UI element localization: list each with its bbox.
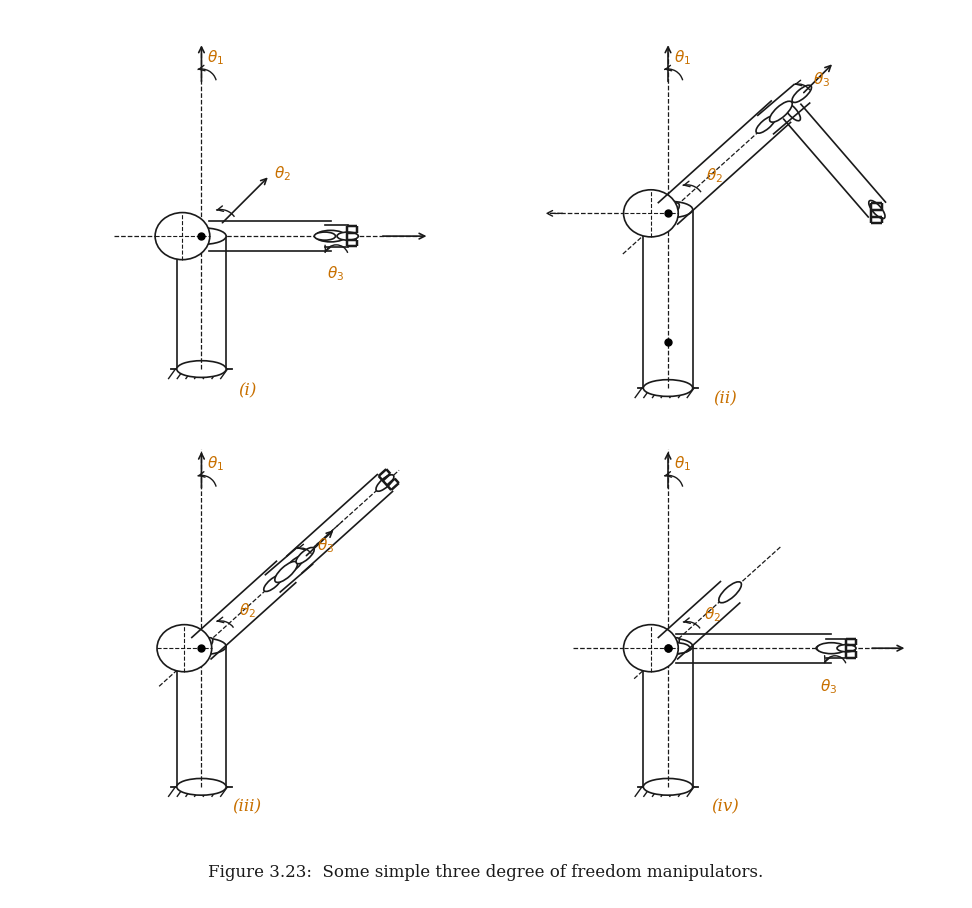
Ellipse shape: [816, 645, 835, 652]
Ellipse shape: [177, 638, 226, 655]
Ellipse shape: [657, 202, 679, 223]
Text: $\theta_{2}$: $\theta_{2}$: [239, 601, 257, 619]
Ellipse shape: [624, 190, 678, 237]
Ellipse shape: [661, 643, 690, 654]
Ellipse shape: [177, 778, 226, 795]
Ellipse shape: [837, 645, 856, 652]
Ellipse shape: [191, 637, 213, 658]
Ellipse shape: [177, 228, 226, 244]
Ellipse shape: [275, 561, 297, 582]
Ellipse shape: [869, 201, 885, 219]
Text: (i): (i): [238, 382, 257, 400]
Ellipse shape: [643, 638, 693, 655]
Ellipse shape: [315, 231, 346, 242]
Text: (iii): (iii): [232, 798, 261, 815]
Ellipse shape: [770, 101, 792, 123]
Text: $\theta_{3}$: $\theta_{3}$: [327, 265, 344, 283]
Text: $\theta_{1}$: $\theta_{1}$: [674, 48, 691, 67]
Ellipse shape: [296, 548, 314, 564]
Ellipse shape: [337, 232, 359, 240]
Ellipse shape: [156, 212, 210, 260]
Ellipse shape: [177, 360, 226, 378]
Text: $\theta_{3}$: $\theta_{3}$: [820, 676, 837, 696]
Ellipse shape: [643, 202, 693, 218]
Text: Figure 3.23:  Some simple three degree of freedom manipulators.: Figure 3.23: Some simple three degree of…: [208, 864, 764, 881]
Ellipse shape: [784, 103, 800, 121]
Text: (ii): (ii): [713, 390, 737, 407]
Ellipse shape: [756, 116, 776, 133]
Text: $\theta_{3}$: $\theta_{3}$: [814, 70, 830, 89]
Text: $\theta_{1}$: $\theta_{1}$: [674, 455, 691, 473]
Text: $\theta_{3}$: $\theta_{3}$: [317, 536, 333, 555]
Ellipse shape: [816, 643, 846, 654]
Ellipse shape: [643, 778, 693, 795]
Ellipse shape: [157, 625, 212, 672]
Ellipse shape: [263, 576, 282, 591]
Text: $\theta_{2}$: $\theta_{2}$: [273, 164, 291, 183]
Text: $\theta_{2}$: $\theta_{2}$: [704, 606, 721, 624]
Ellipse shape: [792, 85, 812, 103]
Ellipse shape: [624, 625, 678, 672]
Text: (iv): (iv): [712, 798, 739, 815]
Text: $\theta_{1}$: $\theta_{1}$: [207, 48, 225, 67]
Text: $\theta_{1}$: $\theta_{1}$: [207, 455, 225, 473]
Ellipse shape: [376, 475, 394, 491]
Ellipse shape: [718, 582, 742, 603]
Ellipse shape: [193, 231, 225, 242]
Ellipse shape: [286, 556, 303, 573]
Ellipse shape: [643, 380, 693, 397]
Ellipse shape: [314, 232, 335, 240]
Ellipse shape: [657, 637, 679, 658]
Text: $\theta_{2}$: $\theta_{2}$: [706, 166, 723, 184]
